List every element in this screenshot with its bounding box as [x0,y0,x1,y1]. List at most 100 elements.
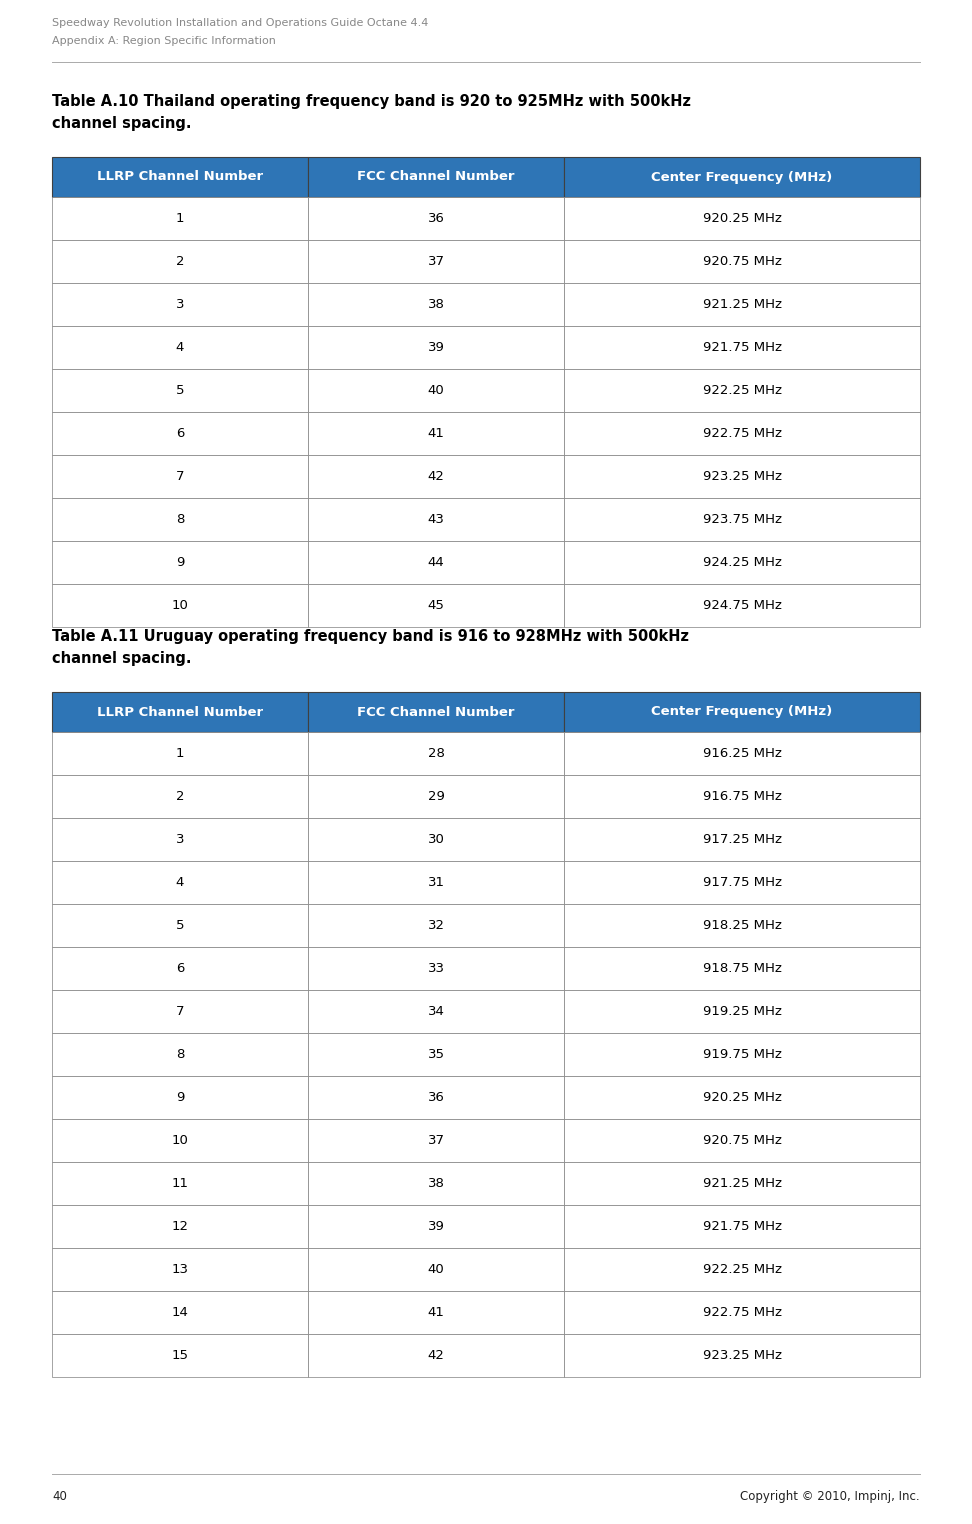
Bar [308,411,564,456]
Text: 917.25 MHz: 917.25 MHz [703,834,781,846]
Text: 42: 42 [428,469,444,483]
Text: 11: 11 [171,1177,189,1190]
Text: 28: 28 [428,747,444,760]
Text: 920.25 MHz: 920.25 MHz [703,1091,781,1103]
Bar [52,861,308,904]
Text: 923.75 MHz: 923.75 MHz [703,514,781,526]
Bar [308,239,564,283]
Bar [308,946,564,991]
Text: 38: 38 [428,299,444,311]
Text: 6: 6 [176,962,185,975]
Text: 10: 10 [172,599,189,613]
Text: 40: 40 [428,384,444,396]
Text: Center Frequency (MHz): Center Frequency (MHz) [651,171,833,183]
Bar [308,326,564,369]
Text: 39: 39 [428,1221,444,1233]
Text: 13: 13 [171,1263,189,1276]
Bar [52,1334,308,1378]
Text: Table A.10 Thailand operating frequency band is 920 to 925MHz with 500kHz: Table A.10 Thailand operating frequency … [52,94,691,110]
Text: 4: 4 [176,876,185,888]
Text: 922.75 MHz: 922.75 MHz [703,427,781,440]
Bar [564,732,920,776]
Text: 5: 5 [176,384,185,396]
Text: 30: 30 [428,834,444,846]
Bar [308,861,564,904]
Bar [52,946,308,991]
Text: 924.25 MHz: 924.25 MHz [703,556,781,568]
Bar [564,369,920,411]
Bar [308,1334,564,1378]
Bar [52,1119,308,1161]
Bar [52,456,308,498]
Bar [52,692,308,732]
Text: LLRP Channel Number: LLRP Channel Number [97,706,263,718]
Bar [564,197,920,239]
Text: 31: 31 [428,876,444,888]
Text: 919.75 MHz: 919.75 MHz [703,1049,781,1061]
Text: 7: 7 [176,469,185,483]
Text: 10: 10 [172,1134,189,1148]
Bar [52,584,308,626]
Text: 922.75 MHz: 922.75 MHz [703,1306,781,1318]
Bar [308,197,564,239]
Bar [52,1033,308,1076]
Bar [308,776,564,818]
Bar [52,197,308,239]
Text: 918.75 MHz: 918.75 MHz [703,962,781,975]
Bar [564,1119,920,1161]
Bar [52,1291,308,1334]
Bar [308,1291,564,1334]
Bar [564,1291,920,1334]
Bar [564,283,920,326]
Bar [308,541,564,584]
Text: 40: 40 [52,1490,67,1503]
Text: 920.75 MHz: 920.75 MHz [703,255,781,268]
Text: 37: 37 [428,255,444,268]
Text: 35: 35 [428,1049,444,1061]
Text: 9: 9 [176,1091,185,1103]
Text: 37: 37 [428,1134,444,1148]
Text: 15: 15 [171,1349,189,1362]
Text: 916.25 MHz: 916.25 MHz [703,747,781,760]
Bar [564,1076,920,1119]
Bar [564,1334,920,1378]
Text: 921.25 MHz: 921.25 MHz [703,299,781,311]
Text: 1: 1 [176,212,185,226]
Bar [52,498,308,541]
Bar [564,326,920,369]
Text: 921.75 MHz: 921.75 MHz [703,1221,781,1233]
Text: 34: 34 [428,1004,444,1018]
Bar [308,1033,564,1076]
Text: 42: 42 [428,1349,444,1362]
Text: 3: 3 [176,299,185,311]
Text: 12: 12 [171,1221,189,1233]
Text: Appendix A: Region Specific Information: Appendix A: Region Specific Information [52,37,276,46]
Bar [564,541,920,584]
Text: 36: 36 [428,212,444,226]
Bar [52,1205,308,1248]
Text: 8: 8 [176,1049,185,1061]
Text: 41: 41 [428,1306,444,1318]
Bar [564,584,920,626]
Text: Speedway Revolution Installation and Operations Guide Octane 4.4: Speedway Revolution Installation and Ope… [52,18,429,27]
Text: 41: 41 [428,427,444,440]
Text: 32: 32 [428,919,444,933]
Text: 921.75 MHz: 921.75 MHz [703,341,781,354]
Text: 3: 3 [176,834,185,846]
Bar [564,904,920,946]
Bar [52,157,308,197]
Text: 8: 8 [176,514,185,526]
Text: 5: 5 [176,919,185,933]
Bar [564,692,920,732]
Text: 45: 45 [428,599,444,613]
Text: 9: 9 [176,556,185,568]
Bar [308,904,564,946]
Text: 2: 2 [176,789,185,803]
Bar [308,283,564,326]
Text: 7: 7 [176,1004,185,1018]
Text: 39: 39 [428,341,444,354]
Text: 38: 38 [428,1177,444,1190]
Bar [308,1161,564,1205]
Bar [52,732,308,776]
Bar [308,1248,564,1291]
